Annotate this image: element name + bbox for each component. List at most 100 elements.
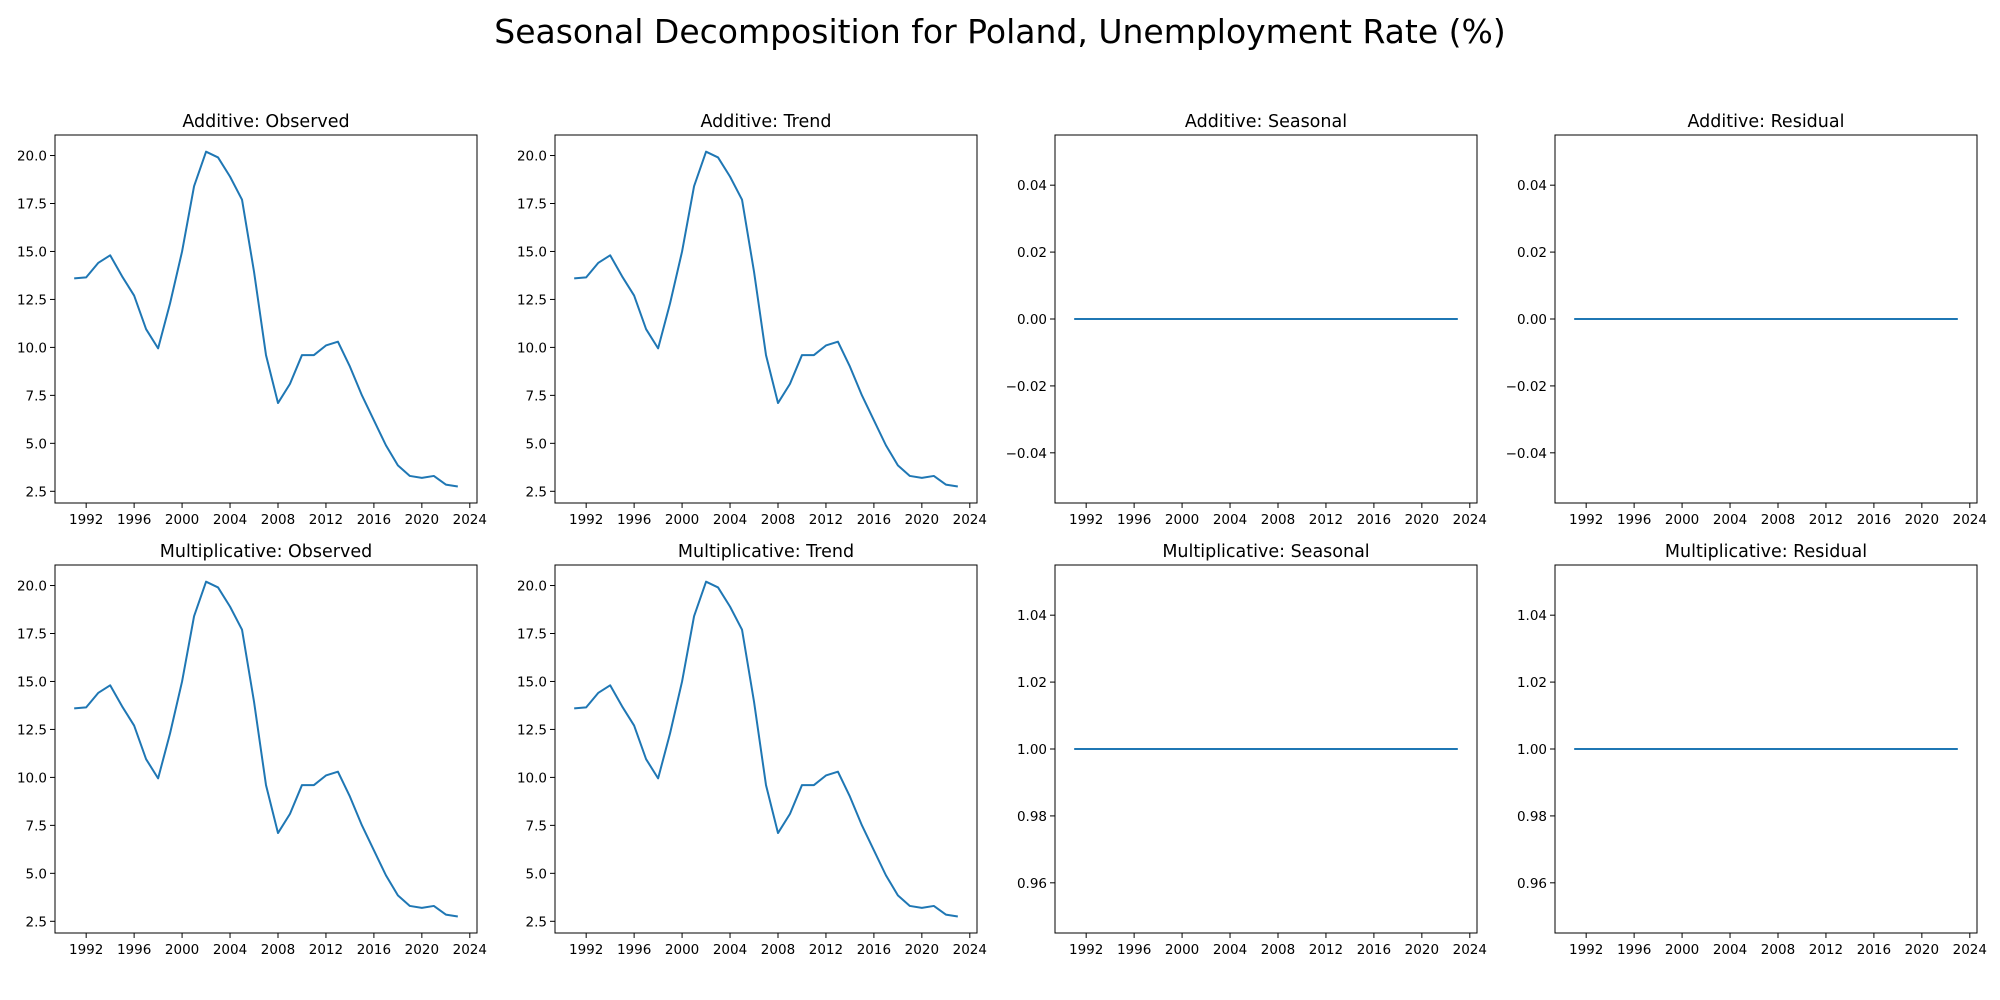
x-tick-label: 2024 <box>1953 942 1987 958</box>
x-tick-label: 1996 <box>117 512 151 528</box>
x-tick-label: 2020 <box>905 942 939 958</box>
subplot-title: Additive: Seasonal <box>1185 112 1347 132</box>
x-tick-label: 2008 <box>761 512 795 528</box>
x-tick-label: 2016 <box>1357 512 1391 528</box>
x-tick-label: 2000 <box>665 512 699 528</box>
subplot-7: Multiplicative: Seasonal 1992 1996 2000 2004… <box>1017 542 1487 958</box>
y-tick-label: 0.04 <box>1017 178 1047 194</box>
x-tick-label: 2020 <box>1405 942 1439 958</box>
y-tick-label: 10.0 <box>17 770 47 786</box>
x-tick-label: 2016 <box>1357 942 1391 958</box>
x-tick-label: 2012 <box>1309 512 1343 528</box>
x-tick-label: 2000 <box>1665 942 1699 958</box>
y-tick-label: 20.0 <box>17 579 47 595</box>
series-line <box>74 580 458 918</box>
y-tick-label: 0.96 <box>1017 876 1047 892</box>
subplot-title: Multiplicative: Trend <box>678 542 854 562</box>
x-tick-label: 2020 <box>1905 512 1939 528</box>
x-tick-label: 2016 <box>357 512 391 528</box>
subplot-4: Additive: Residual 1992 1996 2000 2004 2008 20… <box>1506 112 1987 528</box>
y-tick-label: 1.02 <box>1017 675 1047 691</box>
subplot-3: Additive: Seasonal 1992 1996 2000 2004 2008 20… <box>1006 112 1487 528</box>
y-tick-label: 0.98 <box>1517 809 1547 825</box>
y-tick-label: 12.5 <box>17 292 47 308</box>
x-tick-label: 2012 <box>1809 512 1843 528</box>
x-tick-label: 2000 <box>1665 512 1699 528</box>
subplot-title: Additive: Trend <box>701 112 832 132</box>
y-tick-label: 2.5 <box>526 914 547 930</box>
x-tick-label: 2020 <box>1405 512 1439 528</box>
y-tick-label: −0.04 <box>1006 446 1047 462</box>
x-tick-label: 2024 <box>953 512 987 528</box>
x-tick-label: 2004 <box>213 942 247 958</box>
x-tick-label: 1996 <box>1117 512 1151 528</box>
y-tick-label: 7.5 <box>526 818 547 834</box>
axes-frame <box>554 564 978 934</box>
x-tick-label: 2000 <box>665 942 699 958</box>
x-tick-label: 2004 <box>213 512 247 528</box>
x-tick-label: 1996 <box>1617 512 1651 528</box>
y-tick-label: 20.0 <box>517 149 547 165</box>
x-tick-label: 2012 <box>1309 942 1343 958</box>
x-tick-label: 2024 <box>453 942 487 958</box>
y-tick-label: 12.5 <box>517 292 547 308</box>
x-tick-label: 2008 <box>261 512 295 528</box>
x-tick-label: 1996 <box>1617 942 1651 958</box>
x-tick-label: 2024 <box>1953 512 1987 528</box>
series-line <box>74 150 458 488</box>
y-tick-label: 1.04 <box>1517 608 1547 624</box>
subplot-6: Multiplicative: Trend 1992 1996 2000 2004 200… <box>517 542 987 958</box>
x-tick-label: 1996 <box>117 942 151 958</box>
y-tick-label: −0.02 <box>1506 379 1547 395</box>
y-tick-label: 10.0 <box>517 340 547 356</box>
x-tick-label: 1992 <box>569 512 603 528</box>
y-tick-label: 7.5 <box>526 388 547 404</box>
x-tick-label: 2016 <box>1857 942 1891 958</box>
y-tick-label: 0.00 <box>1517 312 1547 328</box>
x-tick-label: 1992 <box>69 512 103 528</box>
x-tick-label: 2024 <box>1453 512 1487 528</box>
y-tick-label: 17.5 <box>17 626 47 642</box>
subplot-2: Additive: Trend 1992 1996 2000 2004 2008 2012 2… <box>517 112 987 528</box>
x-tick-label: 2000 <box>1165 512 1199 528</box>
y-tick-label: 1.04 <box>1017 608 1047 624</box>
x-tick-label: 1996 <box>1117 942 1151 958</box>
x-tick-label: 1992 <box>569 942 603 958</box>
x-tick-label: 1992 <box>1069 512 1103 528</box>
x-tick-label: 2012 <box>309 942 343 958</box>
subplot-title: Additive: Observed <box>182 112 349 132</box>
y-tick-label: 5.0 <box>26 436 47 452</box>
x-tick-label: 2004 <box>713 942 747 958</box>
y-tick-label: 10.0 <box>517 770 547 786</box>
y-tick-label: 17.5 <box>17 196 47 212</box>
x-tick-label: 2012 <box>1809 942 1843 958</box>
series-line <box>574 580 958 918</box>
axes-frame <box>54 134 478 504</box>
x-tick-label: 2004 <box>1713 512 1747 528</box>
y-tick-label: 17.5 <box>517 626 547 642</box>
y-tick-label: 0.98 <box>1017 809 1047 825</box>
x-tick-label: 2008 <box>1761 512 1795 528</box>
x-tick-label: 2000 <box>1165 942 1199 958</box>
x-tick-label: 2004 <box>1713 942 1747 958</box>
x-tick-label: 2016 <box>1857 512 1891 528</box>
x-tick-label: 2008 <box>1261 942 1295 958</box>
y-tick-label: 7.5 <box>26 818 47 834</box>
y-tick-label: 15.0 <box>517 244 547 260</box>
subplot-title: Multiplicative: Seasonal <box>1162 542 1369 562</box>
y-tick-label: 2.5 <box>26 914 47 930</box>
y-tick-label: 17.5 <box>517 196 547 212</box>
subplot-8: Multiplicative: Residual 1992 1996 2000 2004… <box>1517 542 1987 958</box>
x-tick-label: 2024 <box>453 512 487 528</box>
x-tick-label: 2012 <box>809 512 843 528</box>
axes-frame <box>554 134 978 504</box>
x-tick-label: 2000 <box>165 942 199 958</box>
x-tick-label: 2016 <box>357 942 391 958</box>
y-tick-label: 15.0 <box>17 674 47 690</box>
y-tick-label: 10.0 <box>17 340 47 356</box>
y-tick-label: 12.5 <box>17 722 47 738</box>
x-tick-label: 1996 <box>617 512 651 528</box>
axes-frame <box>1054 134 1478 504</box>
y-tick-label: 15.0 <box>17 244 47 260</box>
